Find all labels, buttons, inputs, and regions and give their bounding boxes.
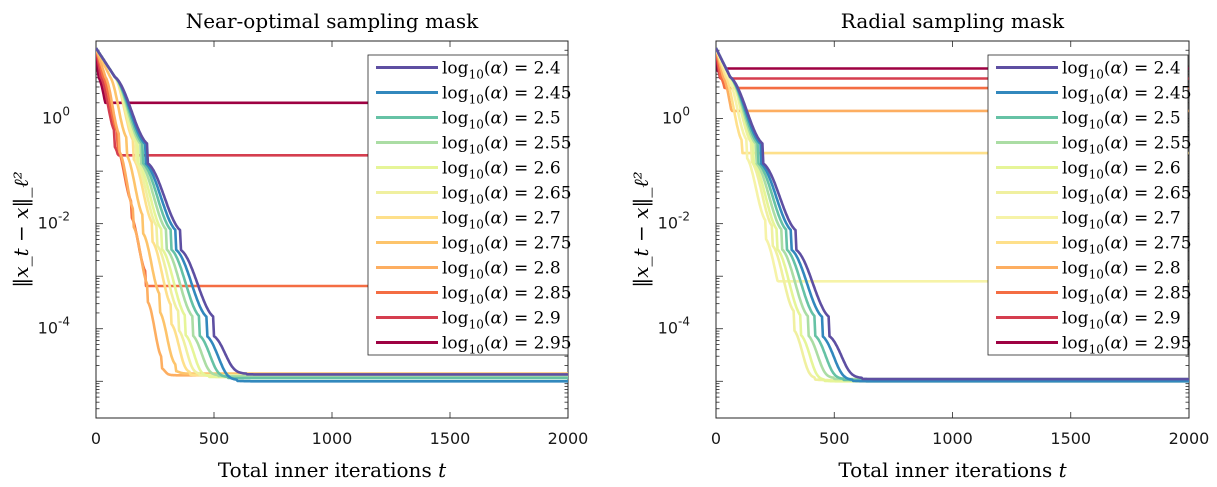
- x-axis-label: Total inner iterations t: [838, 458, 1067, 482]
- legend-entry: log10(α) = 2.85: [442, 284, 572, 307]
- series-line: [716, 47, 1189, 383]
- legend-entry: log10(α) = 2.95: [442, 334, 572, 357]
- x-tick-label: 0: [711, 429, 721, 448]
- legend-entry: log10(α) = 2.5: [1062, 109, 1181, 132]
- y-axis-label: ‖x_t − x‖_ℓ²: [629, 171, 654, 287]
- legend-entry: log10(α) = 2.95: [1062, 334, 1192, 357]
- series-line: [716, 47, 1189, 381]
- legend-entry: log10(α) = 2.85: [1062, 284, 1192, 307]
- legend-entry: log10(α) = 2.75: [1062, 234, 1192, 257]
- x-tick-label: 500: [819, 429, 850, 448]
- legend-entry: log10(α) = 2.4: [1062, 59, 1181, 82]
- x-tick-label: 0: [91, 429, 101, 448]
- x-tick-label: 2000: [548, 429, 589, 448]
- legend-entry: log10(α) = 2.65: [1062, 184, 1192, 207]
- legend-entry: log10(α) = 2.6: [1062, 159, 1181, 182]
- legend-entry: log10(α) = 2.75: [442, 234, 572, 257]
- legend-box: [987, 54, 1189, 356]
- x-tick-label: 500: [199, 429, 230, 448]
- legend-entry: log10(α) = 2.9: [1062, 309, 1181, 332]
- legend-entry: log10(α) = 2.6: [442, 159, 561, 182]
- legend-entry: log10(α) = 2.55: [1062, 134, 1192, 157]
- y-tick-label: 100: [42, 105, 70, 128]
- y-tick-label: 10-2: [38, 210, 70, 233]
- legend-box: [367, 54, 569, 356]
- x-tick-label: 1500: [430, 429, 471, 448]
- y-tick-label: 10-4: [38, 315, 70, 338]
- legend-entry: log10(α) = 2.7: [442, 209, 561, 232]
- x-axis-label: Total inner iterations t: [218, 458, 447, 482]
- chart-title: Radial sampling mask: [841, 9, 1065, 33]
- x-tick-label: 1000: [312, 429, 353, 448]
- legend-entry: log10(α) = 2.55: [442, 134, 572, 157]
- y-tick-label: 10-2: [658, 210, 690, 233]
- legend-entry: log10(α) = 2.4: [442, 59, 561, 82]
- series-line: [96, 47, 568, 378]
- legend-entry: log10(α) = 2.8: [442, 259, 561, 282]
- chart-title: Near-optimal sampling mask: [186, 9, 479, 33]
- legend-entry: log10(α) = 2.9: [442, 309, 561, 332]
- x-tick-label: 2000: [1169, 429, 1210, 448]
- legend-entry: log10(α) = 2.8: [1062, 259, 1181, 282]
- x-tick-label: 1500: [1050, 429, 1091, 448]
- legend-entry: log10(α) = 2.45: [1062, 84, 1192, 107]
- legend-entry: log10(α) = 2.45: [442, 84, 572, 107]
- series-line: [96, 47, 568, 380]
- series-line: [96, 47, 568, 376]
- y-axis-label: ‖x_t − x‖_ℓ²: [9, 171, 34, 287]
- legend-entry: log10(α) = 2.7: [1062, 209, 1181, 232]
- y-tick-label: 100: [662, 105, 690, 128]
- y-tick-label: 10-4: [658, 315, 690, 338]
- x-tick-label: 1000: [932, 429, 973, 448]
- series-line: [96, 47, 568, 383]
- legend-entry: log10(α) = 2.5: [442, 109, 561, 132]
- legend-entry: log10(α) = 2.65: [442, 184, 572, 207]
